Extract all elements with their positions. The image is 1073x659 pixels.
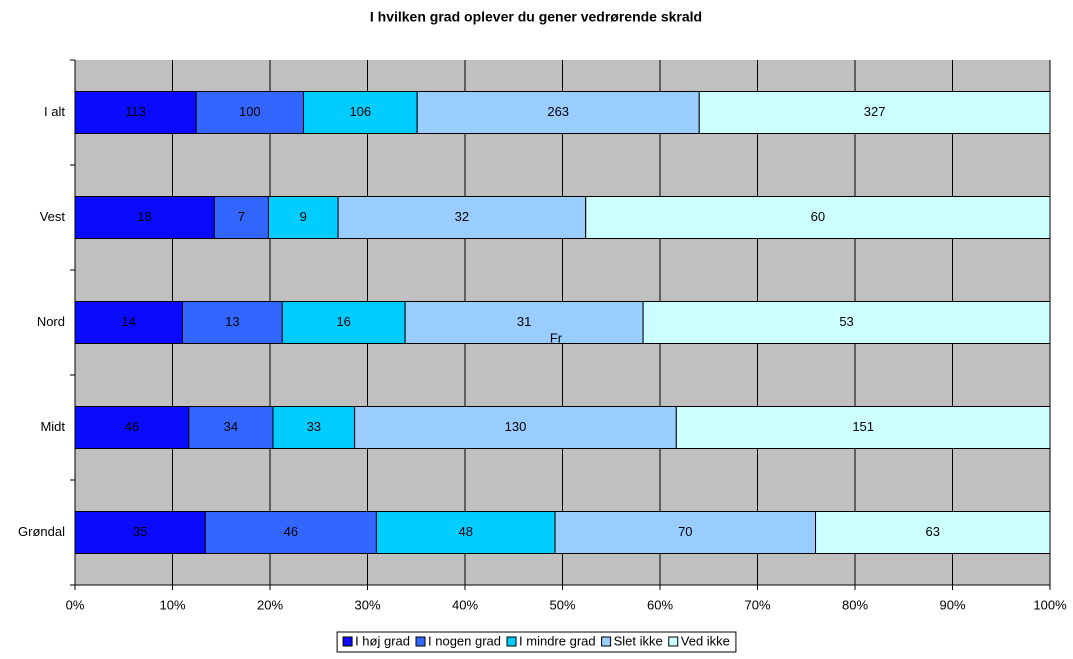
y-tick-label: Nord [37,314,65,329]
data-label: 263 [547,104,569,119]
data-label: 31 [517,314,531,329]
data-label: 46 [284,524,298,539]
data-label: 106 [349,104,371,119]
bar-segment [698,91,1051,134]
legend-label: I mindre grad [519,633,596,648]
y-tick-label: Grøndal [18,524,65,539]
bar-segment [585,196,1051,239]
data-label: 46 [125,419,139,434]
bar-segment [554,511,817,554]
y-tick-label: I alt [44,104,65,119]
data-label: 35 [133,524,147,539]
data-label: 70 [678,524,692,539]
bar-segment [74,406,190,449]
x-tick-label: 80% [842,597,868,612]
bar-segment [74,301,183,344]
data-label: 130 [505,419,527,434]
bar-segment [642,301,1051,344]
data-label: 7 [238,209,245,224]
bar-segment [188,406,274,449]
data-label: 13 [225,314,239,329]
bar-segment [267,196,339,239]
annotation: Fr [550,330,563,345]
x-tick-label: 10% [159,597,185,612]
x-tick-label: 100% [1033,597,1067,612]
legend-swatch [506,636,517,647]
data-label: 33 [307,419,321,434]
bar-segment [675,406,1051,449]
bar-segment [204,511,377,554]
data-label: 34 [224,419,238,434]
bar-segment [213,196,269,239]
legend-swatch [415,636,426,647]
data-label: 14 [122,314,136,329]
bar-segment [354,406,677,449]
bar-segment [74,196,215,239]
bar-segment [375,511,556,554]
x-tick-label: 90% [939,597,965,612]
legend: I høj grad I nogen grad I mindre grad Slet … [336,631,737,653]
data-label: 151 [852,419,874,434]
legend-swatch [668,636,679,647]
x-tick-label: 30% [354,597,380,612]
bar-segment [302,91,418,134]
bar-segment [337,196,587,239]
legend-label: Ved ikke [681,633,730,648]
data-label: 18 [137,209,151,224]
data-label: 53 [839,314,853,329]
data-label: 32 [455,209,469,224]
data-label: 100 [239,104,261,119]
data-label: 327 [864,104,886,119]
data-label: 48 [459,524,473,539]
x-tick-label: 60% [647,597,673,612]
x-tick-label: 0% [66,597,85,612]
legend-box [336,631,737,653]
bar-segment [815,511,1051,554]
x-tick-label: 50% [549,597,575,612]
legend-label: I høj grad [355,633,410,648]
legend-swatch [601,636,612,647]
data-label: 113 [125,104,146,119]
data-label: 60 [811,209,825,224]
legend-swatch [342,636,353,647]
data-label: 9 [300,209,307,224]
bar-segment [272,406,356,449]
bar-segment [281,301,406,344]
y-tick-label: Vest [40,209,66,224]
x-tick-label: 20% [257,597,283,612]
legend-label: Slet ikke [614,633,663,648]
y-tick-label: Midt [40,419,65,434]
x-tick-label: 70% [744,597,770,612]
chart-title: I hvilken grad oplever du gener vedrøren… [370,9,702,25]
legend-label: I nogen grad [428,633,501,648]
data-label: 16 [336,314,350,329]
data-label: 63 [926,524,940,539]
bar-segment [404,301,644,344]
x-tick-label: 40% [452,597,478,612]
